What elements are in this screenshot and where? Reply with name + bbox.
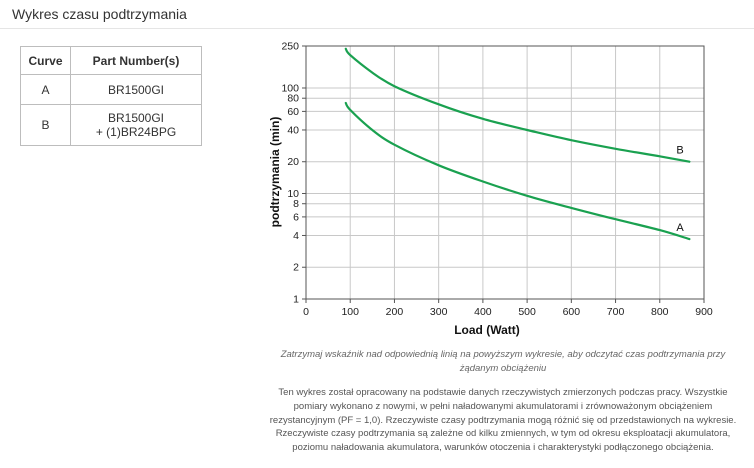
y-axis-label: podtrzymania (min) <box>268 117 282 228</box>
series-label-a: A <box>676 222 684 234</box>
y-tick-label: 8 <box>293 198 299 210</box>
x-axis-ticks: 0 100 200 300 400 500 600 700 800 900 <box>303 299 713 318</box>
chart-disclaimer: Ten wykres został opracowany na podstawi… <box>269 387 737 454</box>
x-tick-label: 600 <box>563 306 581 318</box>
part-number-column-header: Part Number(s) <box>70 46 202 75</box>
chart-grid <box>305 45 705 300</box>
y-tick-label: 6 <box>293 211 299 223</box>
part-number-cell: BR1500GI <box>70 74 202 105</box>
series-line-b[interactable] <box>344 47 691 163</box>
x-axis-label: Load (Watt) <box>454 323 520 337</box>
y-tick-label: 4 <box>293 230 299 242</box>
x-tick-label: 800 <box>651 306 669 318</box>
x-tick-label: 900 <box>695 306 713 318</box>
x-tick-label: 100 <box>341 306 359 318</box>
series-label-b: B <box>676 145 683 157</box>
x-tick-label: 400 <box>474 306 492 318</box>
x-tick-label: 300 <box>430 306 448 318</box>
y-tick-label: 80 <box>287 93 299 105</box>
x-tick-label: 500 <box>518 306 536 318</box>
table-header-row: Curve Part Number(s) <box>20 46 202 75</box>
table-row: A BR1500GI <box>20 74 202 105</box>
part-number: BR1500GI <box>107 82 165 97</box>
title-divider <box>0 28 754 29</box>
chart-instruction: Zatrzymaj wskaźnik nad odpowiednią linią… <box>280 349 726 374</box>
part-number-table: Curve Part Number(s) A BR1500GI B BR1500… <box>20 46 202 146</box>
x-tick-label: 200 <box>386 306 404 318</box>
y-tick-label: 20 <box>287 156 299 168</box>
chart-series[interactable]: AB <box>344 47 691 241</box>
curve-cell: B <box>20 104 71 146</box>
x-tick-label: 0 <box>303 306 309 318</box>
plot-area-frame <box>305 45 705 300</box>
y-tick-label: 1 <box>293 294 299 306</box>
y-tick-label: 10 <box>287 188 299 200</box>
section-title: Wykres czasu podtrzymania <box>12 6 187 22</box>
y-tick-label: 40 <box>287 124 299 136</box>
y-tick-label: 250 <box>281 41 299 53</box>
part-number-cell: BR1500GI + (1)BR24BPG <box>70 104 202 146</box>
part-number: + (1)BR24BPG <box>95 125 177 139</box>
y-tick-label: 100 <box>281 82 299 94</box>
y-tick-label: 60 <box>287 106 299 118</box>
part-number: BR1500GI <box>107 111 165 125</box>
curve-column-header: Curve <box>20 46 71 75</box>
series-line-a[interactable] <box>344 101 691 241</box>
x-tick-label: 700 <box>607 306 625 318</box>
table-row: B BR1500GI + (1)BR24BPG <box>20 104 202 146</box>
y-tick-label: 2 <box>293 262 299 274</box>
